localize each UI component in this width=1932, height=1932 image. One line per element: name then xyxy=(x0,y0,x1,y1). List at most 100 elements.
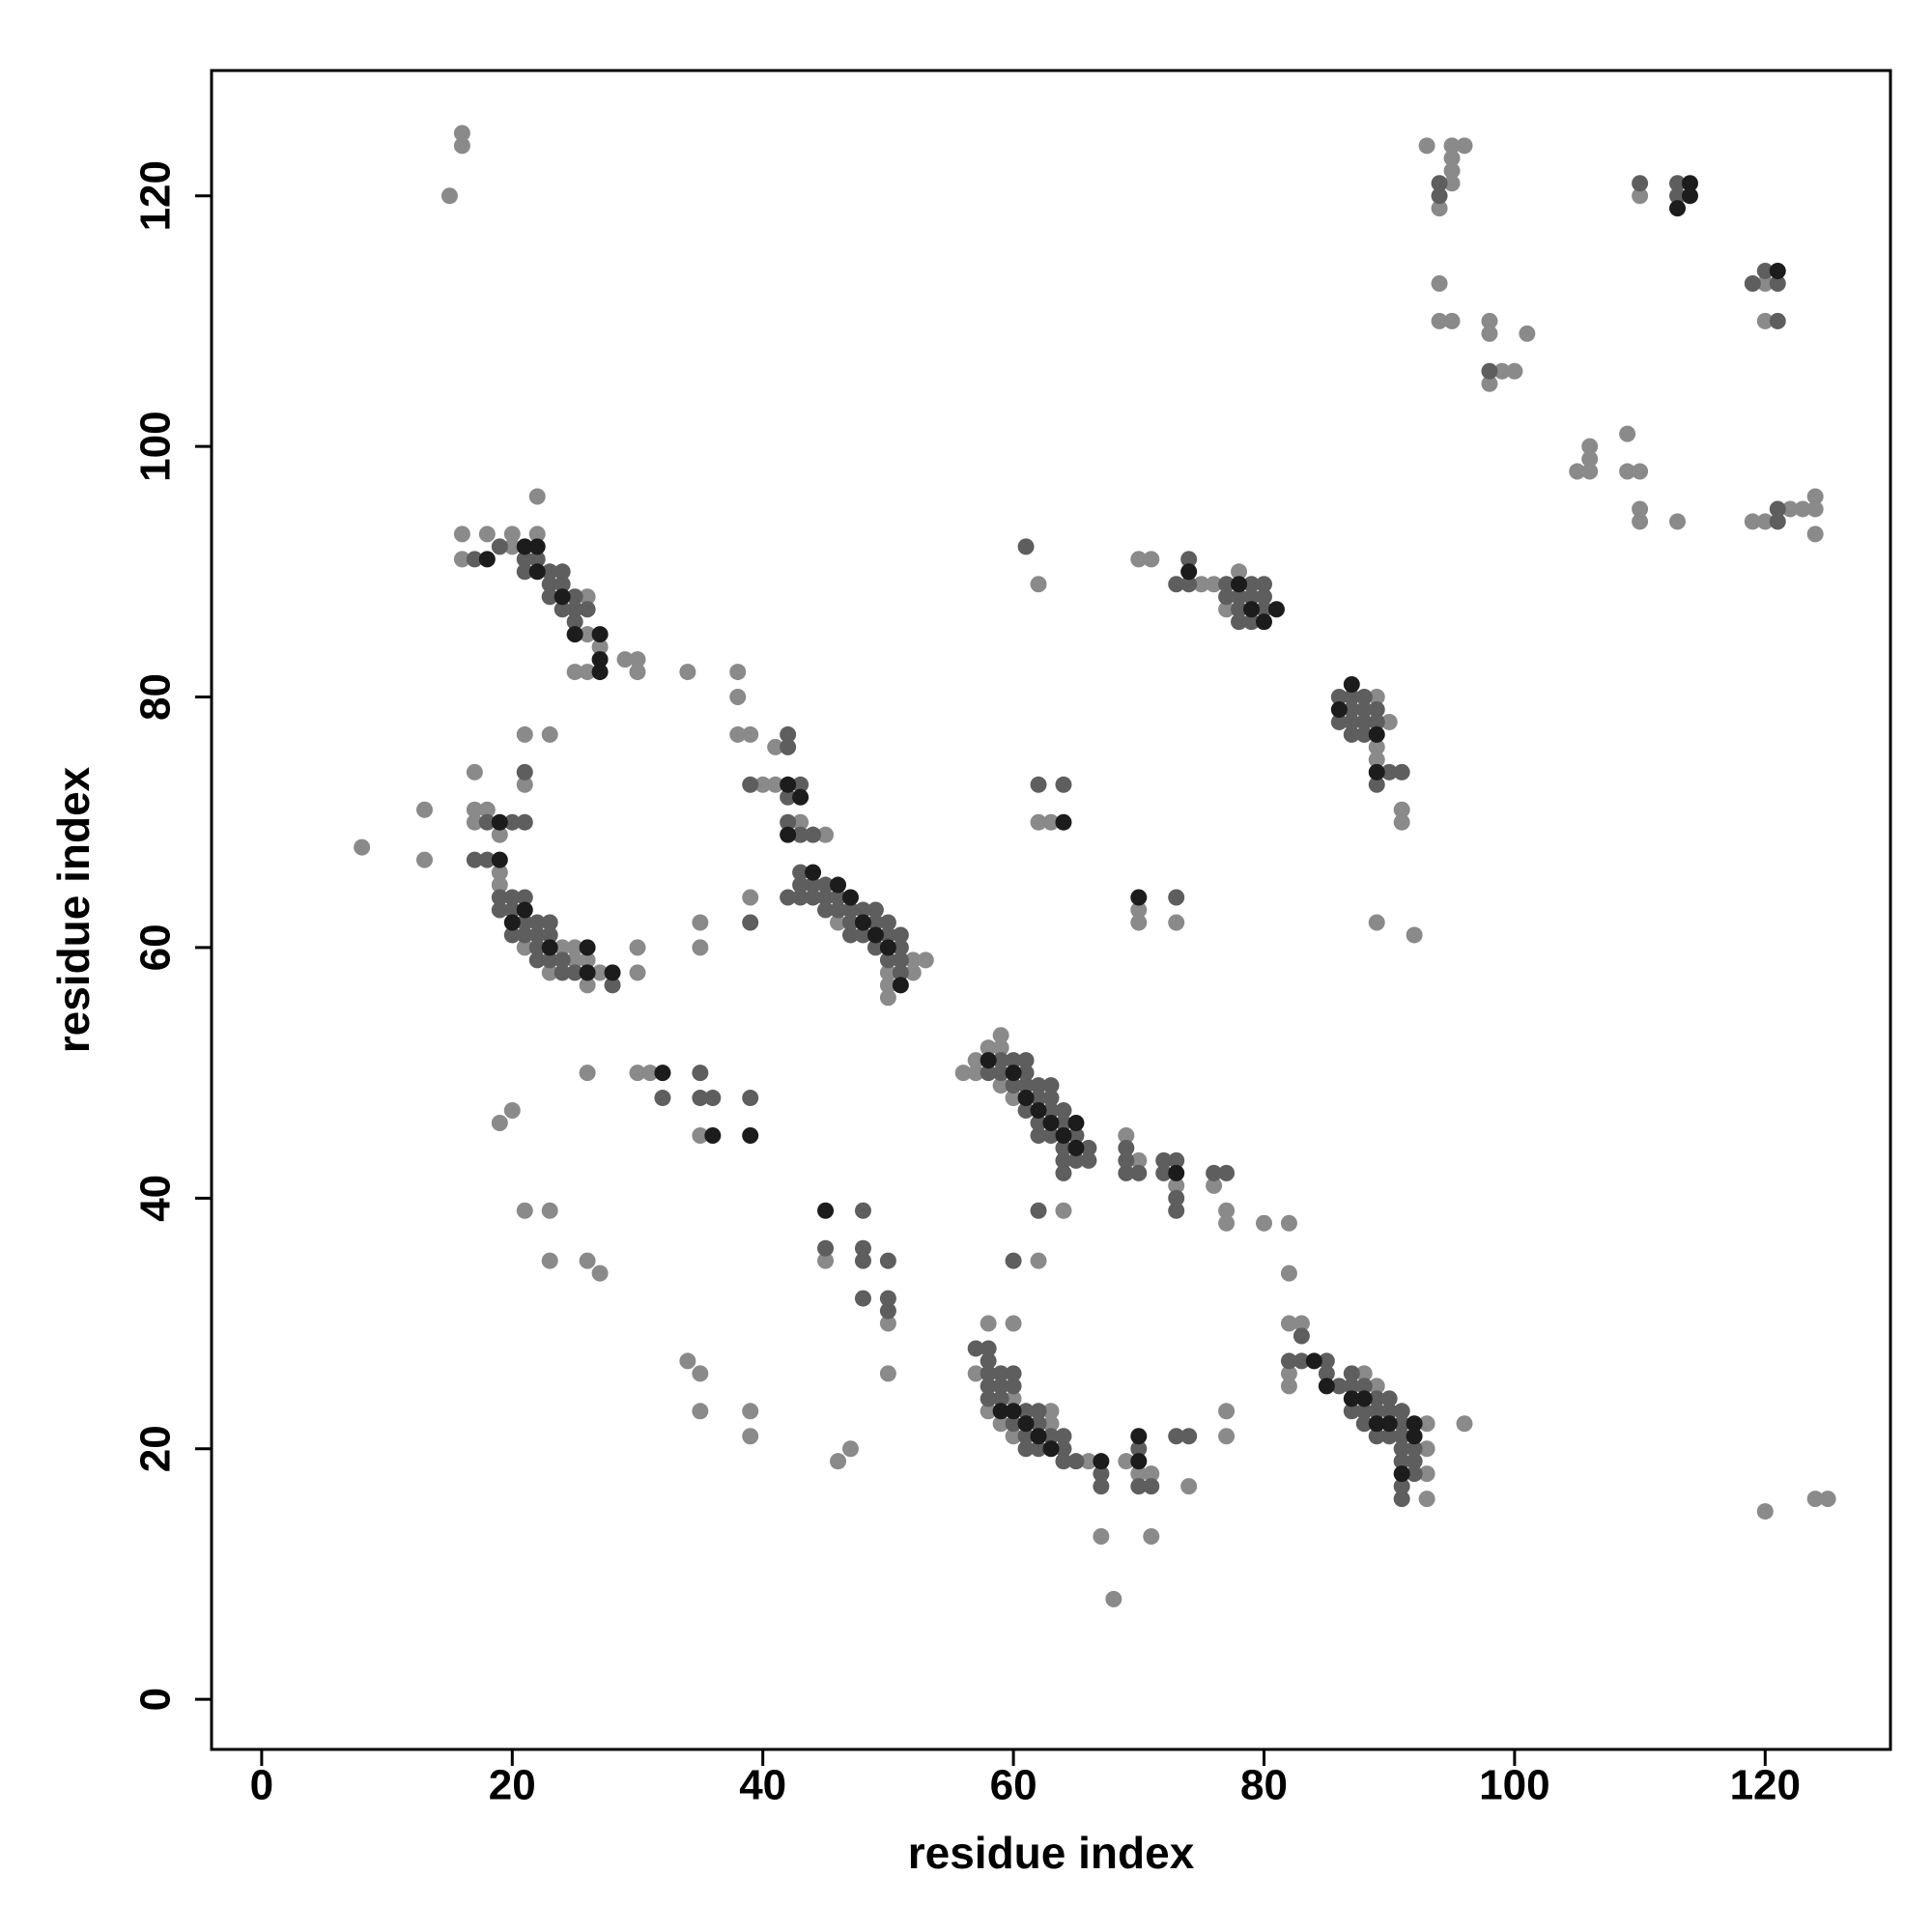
point xyxy=(1042,1077,1060,1094)
point xyxy=(516,926,533,944)
point xyxy=(1380,713,1398,730)
point xyxy=(904,964,922,981)
point xyxy=(516,889,533,906)
point xyxy=(1005,1052,1022,1069)
point xyxy=(516,776,533,793)
point xyxy=(516,914,533,931)
point xyxy=(528,939,546,956)
point xyxy=(1180,563,1198,581)
point xyxy=(541,914,558,931)
point xyxy=(1330,689,1348,706)
point xyxy=(1030,813,1047,831)
point xyxy=(629,664,646,681)
point xyxy=(817,826,835,843)
y-tick-label: 40 xyxy=(132,1175,180,1222)
point xyxy=(1293,1315,1310,1332)
point xyxy=(854,1239,871,1257)
point xyxy=(1055,1102,1072,1120)
point xyxy=(1130,1478,1148,1495)
point xyxy=(516,551,533,568)
point xyxy=(980,1052,997,1069)
point xyxy=(742,889,759,906)
point xyxy=(1806,488,1824,505)
point xyxy=(992,1415,1009,1433)
point xyxy=(1017,1077,1035,1094)
point xyxy=(554,964,571,981)
point xyxy=(1368,738,1385,755)
x-axis-title: residue index xyxy=(908,1828,1195,1878)
point xyxy=(1343,713,1360,730)
point xyxy=(1143,1478,1160,1495)
point xyxy=(1030,576,1047,593)
point xyxy=(1130,914,1148,931)
point xyxy=(1393,801,1410,818)
point xyxy=(503,813,521,831)
point xyxy=(654,1090,671,1107)
point xyxy=(1393,1453,1410,1470)
point xyxy=(1168,1189,1185,1207)
point xyxy=(1681,187,1698,205)
point xyxy=(591,964,609,981)
point xyxy=(528,526,546,543)
point xyxy=(1355,1390,1373,1407)
point xyxy=(1681,175,1698,192)
point xyxy=(1055,1428,1072,1445)
point xyxy=(1669,175,1687,192)
point xyxy=(415,801,433,818)
point xyxy=(805,864,822,881)
point xyxy=(1130,1465,1148,1483)
point xyxy=(591,639,609,656)
point xyxy=(1093,1453,1110,1470)
point xyxy=(729,725,747,743)
x-tick-label: 0 xyxy=(250,1762,273,1809)
point xyxy=(692,1090,709,1107)
point xyxy=(1368,751,1385,768)
point xyxy=(1632,175,1649,192)
point xyxy=(453,551,470,568)
point xyxy=(1030,1202,1047,1219)
point xyxy=(1168,1151,1185,1169)
point xyxy=(1443,137,1461,155)
point xyxy=(1431,274,1448,292)
point xyxy=(1406,1428,1423,1445)
point xyxy=(1118,1139,1135,1156)
point xyxy=(516,725,533,743)
point xyxy=(817,901,835,919)
point xyxy=(879,952,896,969)
point xyxy=(466,813,483,831)
point xyxy=(1005,1365,1022,1382)
point xyxy=(679,1352,696,1370)
point xyxy=(1406,1465,1423,1483)
point xyxy=(1042,1114,1060,1131)
point xyxy=(841,914,859,931)
point xyxy=(1067,1139,1085,1156)
point xyxy=(830,876,847,894)
point xyxy=(491,1114,508,1131)
point xyxy=(1431,175,1448,192)
point xyxy=(867,901,884,919)
point xyxy=(503,914,521,931)
point xyxy=(478,551,496,568)
point xyxy=(1380,1390,1398,1407)
point xyxy=(742,1126,759,1144)
point xyxy=(1355,1365,1373,1382)
point xyxy=(742,1428,759,1445)
point xyxy=(1380,1428,1398,1445)
point xyxy=(1393,1415,1410,1433)
point xyxy=(1030,776,1047,793)
point xyxy=(453,125,470,142)
point xyxy=(879,989,896,1007)
point xyxy=(780,738,797,755)
point xyxy=(1055,1151,1072,1169)
point xyxy=(579,952,596,969)
point xyxy=(1243,613,1261,631)
point xyxy=(566,952,583,969)
point xyxy=(1005,1390,1022,1407)
point xyxy=(1030,1403,1047,1420)
point xyxy=(528,952,546,969)
point xyxy=(1030,1415,1047,1433)
point xyxy=(541,1252,558,1269)
point xyxy=(1118,1126,1135,1144)
point xyxy=(1669,200,1687,217)
